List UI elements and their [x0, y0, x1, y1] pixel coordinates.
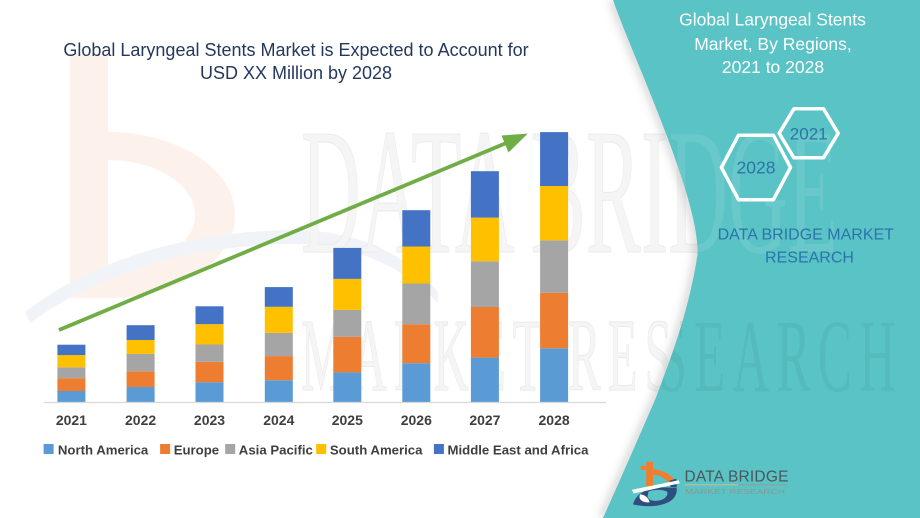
svg-text:MARKET RESEARCH: MARKET RESEARCH: [685, 487, 785, 496]
svg-text:2021: 2021: [790, 125, 828, 144]
svg-text:North America: North America: [58, 443, 149, 458]
svg-text:2024: 2024: [263, 412, 294, 428]
svg-text:2022: 2022: [125, 412, 156, 428]
svg-text:Asia Pacific: Asia Pacific: [239, 443, 313, 458]
svg-text:USD XX Million by 2028: USD XX Million by 2028: [200, 63, 392, 83]
svg-text:2023: 2023: [194, 412, 225, 428]
svg-text:RESEARCH: RESEARCH: [765, 250, 854, 267]
svg-text:South America: South America: [330, 443, 423, 458]
svg-text:2028: 2028: [737, 158, 776, 178]
svg-text:DATA BRIDGE MARKET: DATA BRIDGE MARKET: [718, 227, 895, 244]
svg-text:2026: 2026: [401, 412, 432, 428]
svg-text:Market, By Regions,: Market, By Regions,: [694, 34, 852, 54]
svg-text:2027: 2027: [469, 412, 500, 428]
svg-text:Middle East and Africa: Middle East and Africa: [448, 443, 590, 458]
svg-text:Global Laryngeal Stents Market: Global Laryngeal Stents Market is Expect…: [63, 40, 528, 60]
svg-text:Global Laryngeal Stents: Global Laryngeal Stents: [679, 10, 866, 30]
svg-text:Europe: Europe: [174, 443, 219, 458]
svg-text:2028: 2028: [539, 412, 570, 428]
svg-text:2021: 2021: [56, 412, 87, 428]
svg-text:2021 to 2028: 2021 to 2028: [722, 57, 824, 77]
svg-text:DATA BRIDGE: DATA BRIDGE: [685, 469, 789, 486]
svg-text:2025: 2025: [332, 412, 363, 428]
